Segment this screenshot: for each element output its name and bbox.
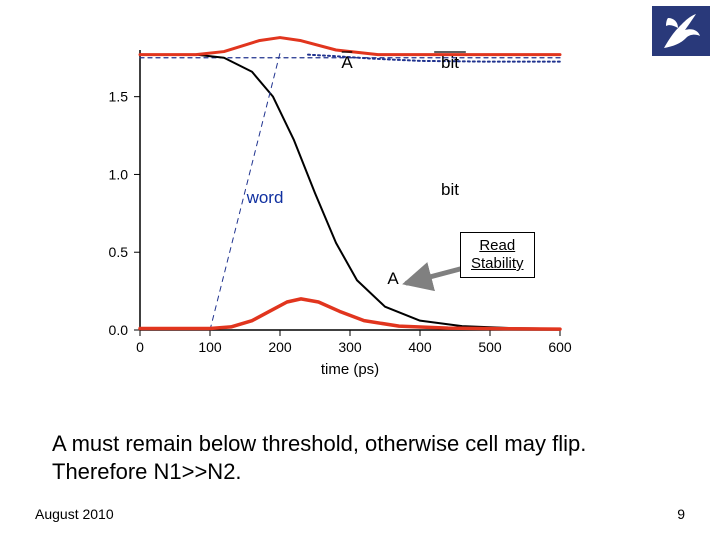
svg-text:bit: bit	[441, 53, 459, 72]
org-logo-icon	[652, 6, 710, 56]
body-line-2: Therefore N1>>N2.	[52, 458, 672, 486]
svg-text:word: word	[246, 188, 284, 207]
svg-text:100: 100	[198, 339, 222, 355]
read-stability-chart: 0 100 200 300 400 500 600 time (ps) 0.0 0.5 1.0 1.5…	[80, 30, 580, 390]
svg-text:300: 300	[338, 339, 362, 355]
svg-text:200: 200	[268, 339, 292, 355]
svg-text:1.5: 1.5	[109, 89, 129, 105]
page-number: 9	[677, 506, 685, 522]
svg-text:400: 400	[408, 339, 432, 355]
body-text: A must remain below threshold, otherwise…	[52, 430, 672, 485]
svg-text:500: 500	[478, 339, 502, 355]
svg-text:time (ps): time (ps)	[321, 361, 379, 378]
svg-text:bit: bit	[441, 180, 459, 199]
svg-text:A: A	[387, 269, 399, 288]
body-line-1: A must remain below threshold, otherwise…	[52, 430, 672, 458]
svg-text:1.0: 1.0	[109, 166, 129, 182]
svg-text:0: 0	[136, 339, 144, 355]
svg-text:0.5: 0.5	[109, 244, 129, 260]
footer-date: August 2010	[35, 506, 114, 522]
svg-text:0.0: 0.0	[109, 322, 129, 338]
svg-text:A: A	[341, 53, 353, 72]
svg-text:600: 600	[548, 339, 572, 355]
read-stability-callout: Read Stability	[460, 232, 535, 278]
